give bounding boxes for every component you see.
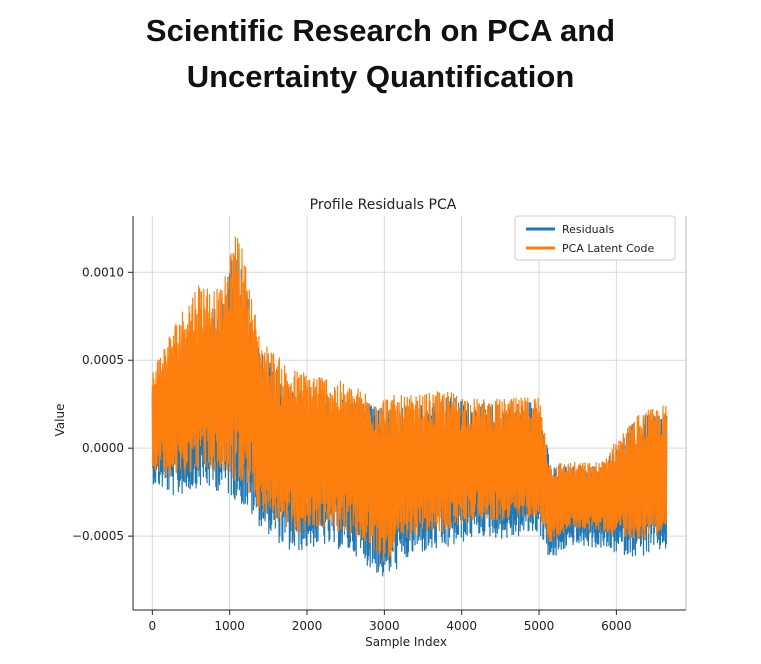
page-title: Scientific Research on PCA and Uncertain…: [0, 8, 761, 100]
chart-title: Profile Residuals PCA: [310, 197, 457, 213]
page-title-line-2: Uncertainty Quantification: [186, 59, 575, 94]
legend-label-pca-latent-code: PCA Latent Code: [562, 242, 654, 255]
x-tick-label: 5000: [524, 619, 555, 633]
y-tick-label: −0.0005: [72, 529, 124, 543]
x-tick-label: 1000: [214, 619, 245, 633]
y-axis-title: Value: [53, 404, 67, 437]
series-line-pca-latent-code: [151, 236, 668, 562]
y-tick-label: 0.0005: [82, 353, 124, 367]
x-axis-title: Sample Index: [365, 635, 447, 649]
x-tick-label: 6000: [601, 619, 632, 633]
series-layer: [151, 236, 668, 577]
x-tick-label: 4000: [446, 619, 477, 633]
legend-label-residuals: Residuals: [562, 223, 614, 236]
page-title-line-1: Scientific Research on PCA and: [145, 13, 616, 48]
x-tick-label: 3000: [369, 619, 400, 633]
x-tick-label: 2000: [292, 619, 323, 633]
y-tick-label: 0.0010: [82, 265, 124, 279]
axes-layer: 0 1000 2000 3000 4000 5000 6000 −0.0005 0.0000 0.…: [72, 216, 687, 633]
y-tick-label: 0.0000: [82, 441, 124, 455]
x-tick-label: 0: [149, 619, 157, 633]
legend: Residuals PCA Latent Code: [514, 215, 676, 261]
